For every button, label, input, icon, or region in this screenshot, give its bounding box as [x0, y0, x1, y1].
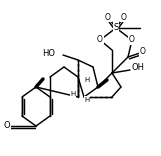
- Text: O: O: [4, 122, 10, 131]
- Text: S: S: [113, 24, 119, 32]
- Text: O: O: [105, 12, 111, 22]
- Text: O: O: [129, 36, 135, 44]
- Text: O: O: [140, 47, 146, 56]
- Text: OH: OH: [132, 63, 145, 73]
- Text: H: H: [70, 91, 76, 97]
- Text: O: O: [121, 12, 127, 22]
- Text: H: H: [84, 97, 90, 103]
- Text: O: O: [97, 36, 103, 44]
- Text: H: H: [84, 77, 90, 83]
- Text: HO: HO: [42, 49, 55, 58]
